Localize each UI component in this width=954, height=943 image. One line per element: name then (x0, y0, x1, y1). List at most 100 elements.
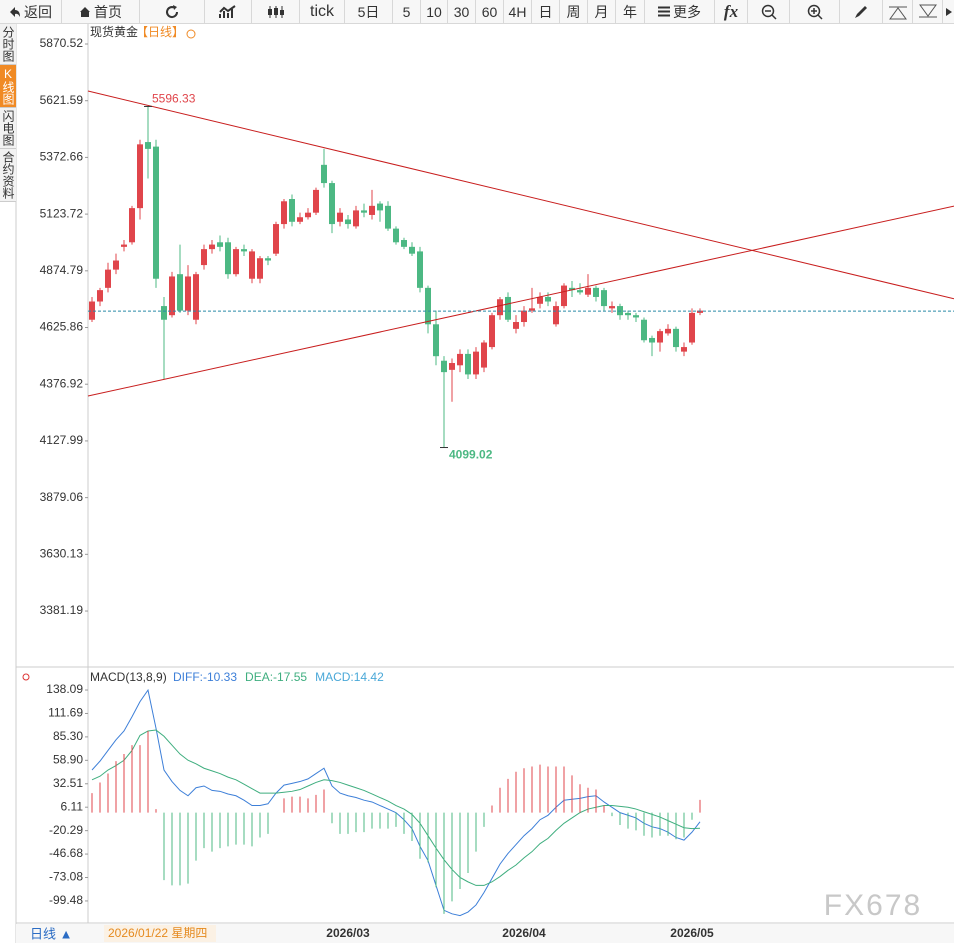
candle-body (113, 260, 119, 270)
y-tick-label: 4127.99 (40, 433, 84, 447)
footer-bar (16, 924, 954, 943)
y-tick-label: -46.68 (49, 846, 83, 860)
period-button[interactable]: 日线 ▲ (30, 926, 72, 941)
x-tick-label: 2026/05 (670, 926, 714, 940)
candle-body (177, 274, 183, 311)
candle-body (393, 228, 399, 243)
candle-body (561, 285, 567, 307)
period-button[interactable]: 30 (448, 0, 476, 23)
period-button[interactable]: 5日 (345, 0, 393, 23)
candle-body (409, 246, 415, 254)
candle-body (625, 312, 631, 316)
candle-body (385, 205, 391, 229)
line-chart-button[interactable] (205, 0, 252, 23)
candle-body (545, 296, 551, 302)
candle-body (505, 296, 511, 320)
y-tick-label: 3630.13 (40, 547, 84, 561)
indicator-title: MACD(13,8,9) (90, 670, 167, 684)
candle-body (433, 324, 439, 357)
candle-body (641, 319, 647, 341)
candle-body (273, 224, 279, 254)
more-button[interactable]: 更多 (645, 0, 715, 23)
candle-body (121, 244, 127, 247)
period-button[interactable]: 5 (393, 0, 421, 23)
candle-body (145, 142, 151, 149)
formula-button[interactable]: fx (715, 0, 748, 23)
candle-body (417, 251, 423, 288)
candle-body (657, 331, 663, 343)
candle-body (313, 189, 319, 213)
candle-body (465, 353, 471, 375)
y-tick-label: 111.69 (48, 706, 83, 720)
sidebar-tab[interactable]: 闪电图 (0, 108, 16, 149)
candle-body (497, 299, 503, 316)
candle-body (449, 363, 455, 370)
period-button[interactable]: 周 (560, 0, 588, 23)
candle-body (241, 249, 247, 252)
refresh-button[interactable] (140, 0, 205, 23)
sidebar-tab[interactable]: 分时图 (0, 24, 16, 65)
y-tick-label: 3879.06 (40, 490, 84, 504)
period-button[interactable]: 月 (588, 0, 616, 23)
candle-body (401, 240, 407, 247)
period-button[interactable]: 60 (476, 0, 504, 23)
candle-body (689, 312, 695, 343)
candle-body (265, 258, 271, 261)
trendline (87, 205, 954, 397)
candle-body (529, 308, 535, 311)
y-tick-label: 6.11 (61, 799, 84, 813)
y-tick-label: 85.30 (53, 729, 83, 743)
candle-body (457, 353, 463, 366)
cursor-date-box (104, 925, 216, 942)
y-tick-label: 58.90 (53, 753, 83, 767)
chart-title: 现货黄金 (90, 24, 138, 39)
trendline (87, 90, 954, 300)
candle-body (681, 347, 687, 352)
settings-icon[interactable] (186, 29, 196, 39)
zoom-in-button[interactable] (790, 0, 840, 23)
y-tick-label: -20.29 (49, 823, 83, 837)
candle-body (161, 306, 167, 320)
candle-body (369, 205, 375, 215)
y-tick-label: 32.51 (53, 776, 83, 790)
zoom-out-button[interactable] (748, 0, 790, 23)
sidebar-tab[interactable]: 合约资料 (0, 149, 16, 202)
y-tick-label: 4376.92 (40, 376, 84, 390)
y-tick-label: -73.08 (49, 870, 83, 884)
draw-button[interactable] (840, 0, 883, 23)
candle-body (281, 201, 287, 225)
y-tick-label: 5870.52 (40, 36, 84, 50)
back-button[interactable]: 返回 (0, 0, 62, 23)
candle-body (153, 146, 159, 279)
y-tick-label: 3381.19 (40, 603, 84, 617)
tool-button[interactable] (943, 0, 954, 23)
candle-chart-button[interactable] (252, 0, 300, 23)
period-button[interactable]: 4H (504, 0, 532, 23)
period-button[interactable]: 日 (532, 0, 560, 23)
tool-button[interactable] (883, 0, 913, 23)
period-button[interactable]: 10 (421, 0, 448, 23)
candle-body (577, 290, 583, 293)
sidebar-tab[interactable]: K线图 (0, 65, 16, 108)
tick-button[interactable]: tick (300, 0, 345, 23)
chart-subtitle: 【日线】 (136, 25, 184, 39)
candle-body (633, 315, 639, 318)
candle-body (537, 296, 543, 304)
period-button[interactable]: 年 (616, 0, 645, 23)
cursor-date: 2026/01/22 星期四 (108, 926, 207, 940)
candle-body (305, 212, 311, 218)
y-tick-label: -99.48 (49, 893, 83, 907)
candle-body (297, 217, 303, 222)
candle-body (185, 276, 191, 311)
max-label: 5596.33 (152, 92, 196, 106)
candle-body (697, 310, 703, 313)
candle-body (105, 269, 111, 288)
legend-entry: DIFF:-10.33 (173, 670, 237, 684)
tool-button[interactable] (913, 0, 943, 23)
indicator-icon[interactable] (22, 673, 30, 681)
candle-body (225, 242, 231, 275)
candle-body (481, 342, 487, 368)
candle-body (569, 287, 575, 291)
home-button[interactable]: 首页 (62, 0, 140, 23)
